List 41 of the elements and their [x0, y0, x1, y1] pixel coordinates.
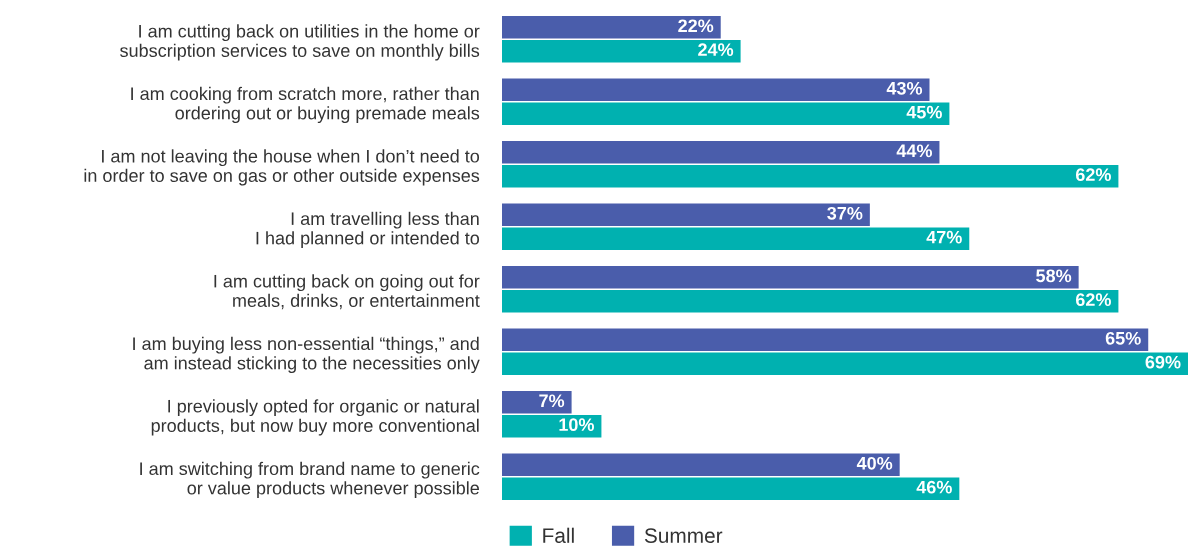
bar: [502, 203, 870, 227]
data-label: 62%: [1075, 168, 1111, 182]
data-label: 37%: [827, 206, 863, 220]
data-label: 58%: [1036, 269, 1072, 283]
bar: [502, 453, 900, 477]
bar: [502, 164, 1119, 188]
data-label: 46%: [916, 480, 952, 494]
y-tick-label: I am travelling less than I had planned or intended to: [256, 211, 480, 249]
legend-label: Fall: [543, 527, 574, 543]
bar: [502, 289, 1119, 313]
y-tick-label: I previously opted for organic or natural products, but now buy more conventional: [151, 399, 479, 436]
data-label: 43%: [886, 81, 923, 95]
data-label: 44%: [896, 144, 933, 158]
y-tick-label: I am switching from brand name to generic or value products whenever possible: [140, 461, 480, 499]
data-label: 45%: [906, 105, 942, 119]
bar: [502, 391, 572, 414]
bar: [502, 227, 970, 250]
y-tick-label: I am not leaving the house when I don’t need to in order to save on gas or other outside expenses: [84, 149, 480, 186]
data-label: 69%: [1145, 355, 1181, 369]
y-tick-label: I am cooking from scratch more, rather than ordering out or buying premade meals: [131, 86, 480, 124]
legend-label: Summer: [644, 528, 723, 543]
data-label: 10%: [559, 418, 594, 432]
y-tick-label: I am cutting back on going out for meals, drinks, or entertainment: [214, 274, 480, 310]
y-tick-label: I am cutting back on utilities in the home or subscription services to save on monthly bills: [120, 24, 480, 61]
bar: [502, 39, 741, 63]
bar: [502, 328, 1149, 352]
bar: [502, 16, 721, 39]
bar: [502, 266, 1079, 289]
data-label: 62%: [1075, 293, 1111, 307]
data-label: 65%: [1105, 331, 1141, 345]
data-label: 24%: [698, 43, 734, 56]
bar: [502, 141, 940, 164]
bar: [502, 78, 930, 102]
bar: [502, 352, 1188, 375]
bar: [502, 102, 950, 125]
data-label: 47%: [926, 230, 962, 244]
y-tick-label: I am buying less non-essential “things,” and am instead sticking to the necessities only: [133, 336, 480, 374]
data-label: 7%: [539, 394, 565, 408]
data-label: 40%: [856, 456, 893, 470]
data-label: 22%: [678, 19, 714, 33]
bar: [502, 477, 960, 500]
